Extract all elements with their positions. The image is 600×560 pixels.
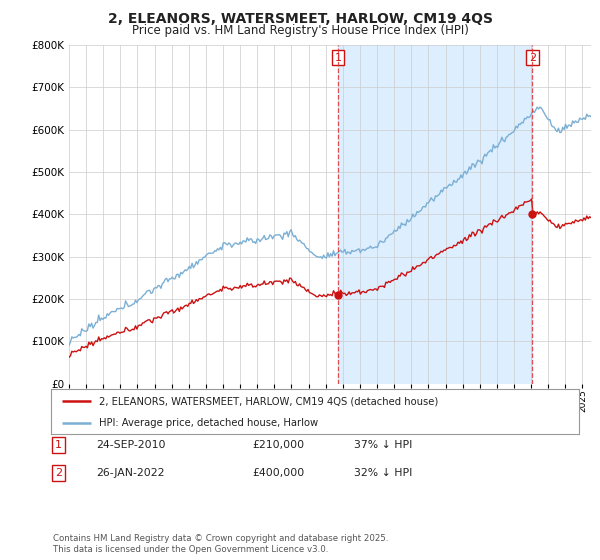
Text: 2: 2 — [529, 53, 536, 63]
Text: 2: 2 — [55, 468, 62, 478]
Text: 2, ELEANORS, WATERSMEET, HARLOW, CM19 4QS (detached house): 2, ELEANORS, WATERSMEET, HARLOW, CM19 4Q… — [98, 396, 438, 407]
Text: 37% ↓ HPI: 37% ↓ HPI — [354, 440, 412, 450]
Text: HPI: Average price, detached house, Harlow: HPI: Average price, detached house, Harl… — [98, 418, 317, 428]
Text: Price paid vs. HM Land Registry's House Price Index (HPI): Price paid vs. HM Land Registry's House … — [131, 24, 469, 36]
Text: 26-JAN-2022: 26-JAN-2022 — [96, 468, 164, 478]
Text: 1: 1 — [55, 440, 62, 450]
Text: Contains HM Land Registry data © Crown copyright and database right 2025.
This d: Contains HM Land Registry data © Crown c… — [53, 534, 388, 554]
Text: 24-SEP-2010: 24-SEP-2010 — [96, 440, 166, 450]
Text: 1: 1 — [335, 53, 342, 63]
Text: £210,000: £210,000 — [252, 440, 304, 450]
Text: £400,000: £400,000 — [252, 468, 304, 478]
Text: 32% ↓ HPI: 32% ↓ HPI — [354, 468, 412, 478]
Bar — [338, 45, 532, 384]
Text: 2, ELEANORS, WATERSMEET, HARLOW, CM19 4QS: 2, ELEANORS, WATERSMEET, HARLOW, CM19 4Q… — [107, 12, 493, 26]
